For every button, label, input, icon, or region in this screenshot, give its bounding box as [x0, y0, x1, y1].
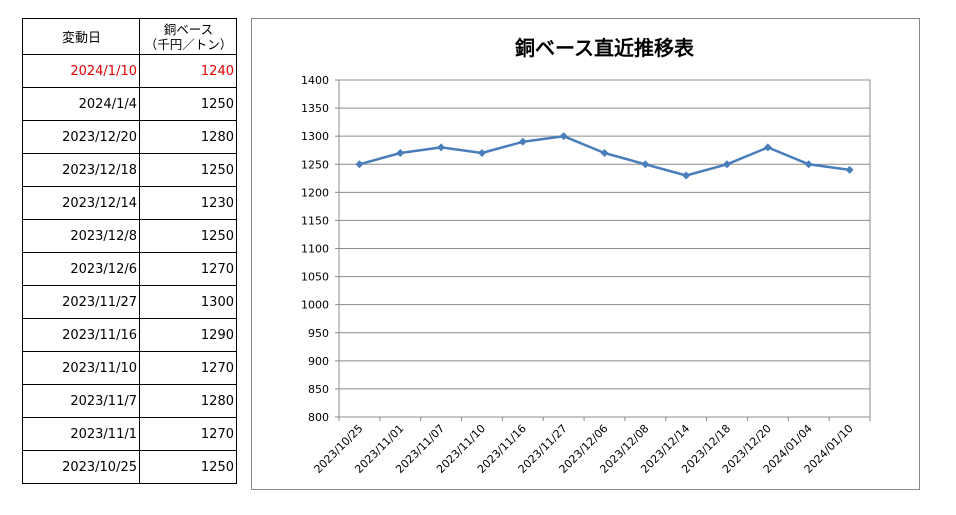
row-price: 1250 [139, 87, 237, 121]
plot-area [338, 79, 871, 418]
chart-title: 銅ベース直近推移表 [515, 36, 695, 60]
y-tick-label: 950 [308, 327, 329, 340]
y-tick-label: 1300 [301, 130, 329, 143]
row-price: 1280 [139, 384, 237, 418]
table-header-row: 変動日 銅ベース （千円／トン） [22, 18, 237, 55]
row-date: 2023/11/1 [22, 417, 140, 451]
row-date: 2023/12/14 [22, 186, 140, 220]
y-tick-label: 900 [308, 355, 329, 368]
y-tick-label: 1100 [301, 243, 329, 256]
row-price: 1300 [139, 285, 237, 319]
row-price: 1270 [139, 417, 237, 451]
row-date: 2023/12/6 [22, 252, 140, 286]
row-price: 1270 [139, 351, 237, 385]
data-point [682, 171, 691, 180]
data-point [804, 160, 813, 169]
data-point [641, 160, 650, 169]
table-row: 2023/12/20 1280 [22, 120, 237, 154]
data-point [845, 165, 854, 174]
row-price: 1250 [139, 153, 237, 187]
row-price: 1230 [139, 186, 237, 220]
y-tick-label: 1250 [301, 158, 329, 171]
header-price-line1: 銅ベース [163, 21, 214, 37]
table-row: 2023/10/25 1250 [22, 450, 237, 484]
y-tick-label: 1200 [301, 186, 329, 199]
y-tick-label: 1150 [301, 214, 329, 227]
table-row: 2023/11/7 1280 [22, 384, 237, 418]
table-row: 2023/11/27 1300 [22, 285, 237, 319]
data-point [559, 132, 568, 141]
price-table: 変動日 銅ベース （千円／トン） 2024/1/10 1240 2024/1/4 12… [22, 18, 237, 484]
table-row: 2023/11/16 1290 [22, 318, 237, 352]
y-tick-label: 1400 [301, 74, 329, 87]
table-row: 2023/11/1 1270 [22, 417, 237, 451]
header-price-line2: （千円／トン） [144, 36, 233, 52]
header-date: 変動日 [22, 18, 140, 55]
table-row: 2023/11/10 1270 [22, 351, 237, 385]
row-date: 2023/11/27 [22, 285, 140, 319]
row-price: 1250 [139, 450, 237, 484]
line-chart: 銅ベース直近推移表 800 850 900 950 1000 1050 1100 1150 120… [301, 36, 871, 476]
y-tick-label: 1000 [301, 299, 329, 312]
chart-area: 銅ベース直近推移表 800 850 900 950 1000 1050 1100 1150 120… [251, 18, 920, 490]
row-price: 1270 [139, 252, 237, 286]
row-date: 2023/11/10 [22, 351, 140, 385]
row-date: 2023/11/7 [22, 384, 140, 418]
header-price: 銅ベース （千円／トン） [139, 18, 237, 55]
y-tick-label: 1050 [301, 271, 329, 284]
data-point [600, 149, 609, 158]
row-date: 2023/12/20 [22, 120, 140, 154]
data-point [518, 137, 527, 146]
row-price: 1280 [139, 120, 237, 154]
data-point [396, 149, 405, 158]
data-point [477, 149, 486, 158]
y-tick-label: 850 [308, 383, 329, 396]
table-row: 2023/12/8 1250 [22, 219, 237, 253]
row-price: 1240 [139, 54, 237, 88]
row-date: 2023/11/16 [22, 318, 140, 352]
table-row: 2023/12/18 1250 [22, 153, 237, 187]
data-point [437, 143, 446, 152]
table-row: 2024/1/10 1240 [22, 54, 237, 88]
data-point [723, 160, 732, 169]
row-date: 2023/12/8 [22, 219, 140, 253]
row-date: 2024/1/4 [22, 87, 140, 121]
y-tick-label: 1350 [301, 102, 329, 115]
data-point [763, 143, 772, 152]
table-row: 2023/12/6 1270 [22, 252, 237, 286]
row-date: 2023/10/25 [22, 450, 140, 484]
row-date: 2023/12/18 [22, 153, 140, 187]
row-price: 1290 [139, 318, 237, 352]
y-tick-label: 800 [308, 411, 329, 424]
row-date: 2024/1/10 [22, 54, 140, 88]
data-point [355, 160, 364, 169]
row-price: 1250 [139, 219, 237, 253]
table-row: 2024/1/4 1250 [22, 87, 237, 121]
table-row: 2023/12/14 1230 [22, 186, 237, 220]
